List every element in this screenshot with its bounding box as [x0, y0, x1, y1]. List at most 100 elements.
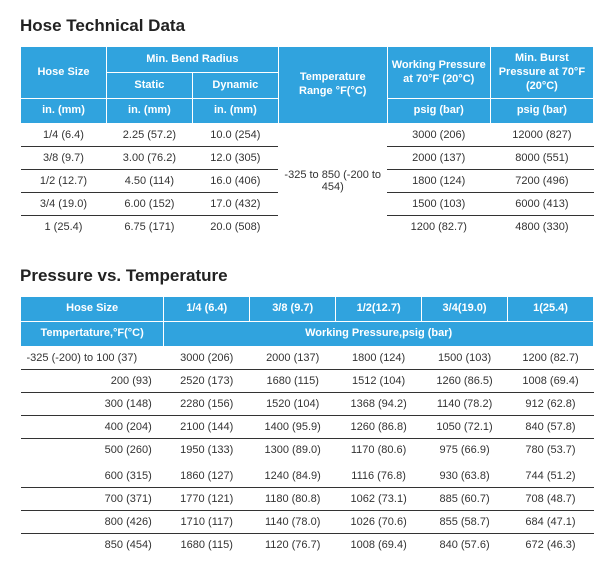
- table-row: 400 (204)2100 (144)1400 (95.9)1260 (86.8…: [21, 415, 594, 438]
- table-cell: 1512 (104): [336, 369, 422, 392]
- table-cell: 1170 (80.6): [336, 438, 422, 463]
- table-cell: 1710 (117): [164, 510, 250, 533]
- table-row: 300 (148)2280 (156)1520 (104)1368 (94.2)…: [21, 392, 594, 415]
- pvt-table: Hose Size 1/4 (6.4) 3/8 (9.7) 1/2(12.7) …: [20, 296, 594, 556]
- hdr-unit-work: psig (bar): [387, 99, 490, 124]
- table-cell: 16.0 (406): [192, 170, 278, 193]
- temp-cell: 300 (148): [21, 392, 164, 415]
- temp-cell: 700 (371): [21, 487, 164, 510]
- temp-cell: 600 (315): [21, 463, 164, 488]
- table-row: 200 (93)2520 (173)1680 (115)1512 (104)12…: [21, 369, 594, 392]
- table-cell: 1008 (69.4): [336, 533, 422, 556]
- table-cell: 885 (60.7): [422, 487, 508, 510]
- table-cell: 975 (66.9): [422, 438, 508, 463]
- table-row: 700 (371)1770 (121)1180 (80.8)1062 (73.1…: [21, 487, 594, 510]
- table-cell: 1050 (72.1): [422, 415, 508, 438]
- table-cell: 3/4 (19.0): [21, 193, 107, 216]
- table-cell: 3/8 (9.7): [21, 147, 107, 170]
- table-cell: 12000 (827): [490, 124, 593, 147]
- table-cell: 1500 (103): [387, 193, 490, 216]
- table-cell: 6.75 (171): [106, 216, 192, 239]
- table-cell: 17.0 (432): [192, 193, 278, 216]
- table-row: -325 (-200) to 100 (37)3000 (206)2000 (1…: [21, 346, 594, 369]
- pvt-hdr-size-4: 1(25.4): [508, 297, 594, 322]
- table-cell: 780 (53.7): [508, 438, 594, 463]
- pvt-hdr-work: Working Pressure,psig (bar): [164, 321, 594, 346]
- temp-cell: -325 (-200) to 100 (37): [21, 346, 164, 369]
- table-cell: 1300 (89.0): [250, 438, 336, 463]
- table-cell: 1116 (76.8): [336, 463, 422, 488]
- hdr-min-bend: Min. Bend Radius: [106, 47, 278, 73]
- pvt-hdr-temp: Tempertature,°F(°C): [21, 321, 164, 346]
- table-cell: 930 (63.8): [422, 463, 508, 488]
- tech-title: Hose Technical Data: [20, 16, 594, 36]
- table-cell: 1800 (124): [387, 170, 490, 193]
- table-cell: 6000 (413): [490, 193, 593, 216]
- table-cell: 1200 (82.7): [387, 216, 490, 239]
- temp-cell: 800 (426): [21, 510, 164, 533]
- table-cell: 855 (58.7): [422, 510, 508, 533]
- hdr-unit-size: in. (mm): [21, 99, 107, 124]
- table-cell: 1500 (103): [422, 346, 508, 369]
- table-cell: 912 (62.8): [508, 392, 594, 415]
- table-cell: 684 (47.1): [508, 510, 594, 533]
- table-cell: 840 (57.8): [508, 415, 594, 438]
- pvt-hdr-hose-size: Hose Size: [21, 297, 164, 322]
- table-cell: 1140 (78.2): [422, 392, 508, 415]
- table-cell: 1200 (82.7): [508, 346, 594, 369]
- table-cell: 1/2 (12.7): [21, 170, 107, 193]
- table-cell: 1140 (78.0): [250, 510, 336, 533]
- table-row: 850 (454)1680 (115)1120 (76.7)1008 (69.4…: [21, 533, 594, 556]
- table-cell: 1026 (70.6): [336, 510, 422, 533]
- table-cell: 2000 (137): [387, 147, 490, 170]
- table-cell: 3.00 (76.2): [106, 147, 192, 170]
- pvt-hdr-size-0: 1/4 (6.4): [164, 297, 250, 322]
- table-cell: 1368 (94.2): [336, 392, 422, 415]
- table-cell: 1/4 (6.4): [21, 124, 107, 147]
- table-row: 600 (315)1860 (127)1240 (84.9)1116 (76.8…: [21, 463, 594, 488]
- table-cell: 3000 (206): [164, 346, 250, 369]
- table-cell: 7200 (496): [490, 170, 593, 193]
- table-cell: 10.0 (254): [192, 124, 278, 147]
- temp-range-cell: -325 to 850 (-200 to 454): [278, 124, 387, 239]
- hdr-work-press: Working Pressure at 70°F (20°C): [387, 47, 490, 99]
- table-cell: 1770 (121): [164, 487, 250, 510]
- tech-table: Hose Size Min. Bend Radius Temperature R…: [20, 46, 594, 238]
- table-cell: 1800 (124): [336, 346, 422, 369]
- table-row: 800 (426)1710 (117)1140 (78.0)1026 (70.6…: [21, 510, 594, 533]
- hdr-unit-dynamic: in. (mm): [192, 99, 278, 124]
- table-cell: 20.0 (508): [192, 216, 278, 239]
- hdr-unit-static: in. (mm): [106, 99, 192, 124]
- table-cell: 1 (25.4): [21, 216, 107, 239]
- table-cell: 2100 (144): [164, 415, 250, 438]
- table-row: 1/4 (6.4)2.25 (57.2)10.0 (254)-325 to 85…: [21, 124, 594, 147]
- table-cell: 2520 (173): [164, 369, 250, 392]
- hdr-dynamic: Dynamic: [192, 73, 278, 99]
- pvt-title: Pressure vs. Temperature: [20, 266, 594, 286]
- pvt-hdr-size-2: 1/2(12.7): [336, 297, 422, 322]
- table-cell: 1860 (127): [164, 463, 250, 488]
- table-cell: 1180 (80.8): [250, 487, 336, 510]
- table-cell: 1240 (84.9): [250, 463, 336, 488]
- hdr-unit-burst: psig (bar): [490, 99, 593, 124]
- table-cell: 4.50 (114): [106, 170, 192, 193]
- table-cell: 1062 (73.1): [336, 487, 422, 510]
- hdr-temp-range: Temperature Range °F(°C): [278, 47, 387, 124]
- table-cell: 1008 (69.4): [508, 369, 594, 392]
- pvt-hdr-size-1: 3/8 (9.7): [250, 297, 336, 322]
- table-cell: 1680 (115): [250, 369, 336, 392]
- table-cell: 3000 (206): [387, 124, 490, 147]
- table-cell: 8000 (551): [490, 147, 593, 170]
- table-cell: 1680 (115): [164, 533, 250, 556]
- hdr-burst-press: Min. Burst Pressure at 70°F (20°C): [490, 47, 593, 99]
- table-cell: 1950 (133): [164, 438, 250, 463]
- table-cell: 840 (57.6): [422, 533, 508, 556]
- temp-cell: 850 (454): [21, 533, 164, 556]
- temp-cell: 200 (93): [21, 369, 164, 392]
- table-cell: 1120 (76.7): [250, 533, 336, 556]
- table-cell: 6.00 (152): [106, 193, 192, 216]
- table-row: 500 (260)1950 (133)1300 (89.0)1170 (80.6…: [21, 438, 594, 463]
- table-cell: 744 (51.2): [508, 463, 594, 488]
- table-cell: 1400 (95.9): [250, 415, 336, 438]
- table-cell: 2000 (137): [250, 346, 336, 369]
